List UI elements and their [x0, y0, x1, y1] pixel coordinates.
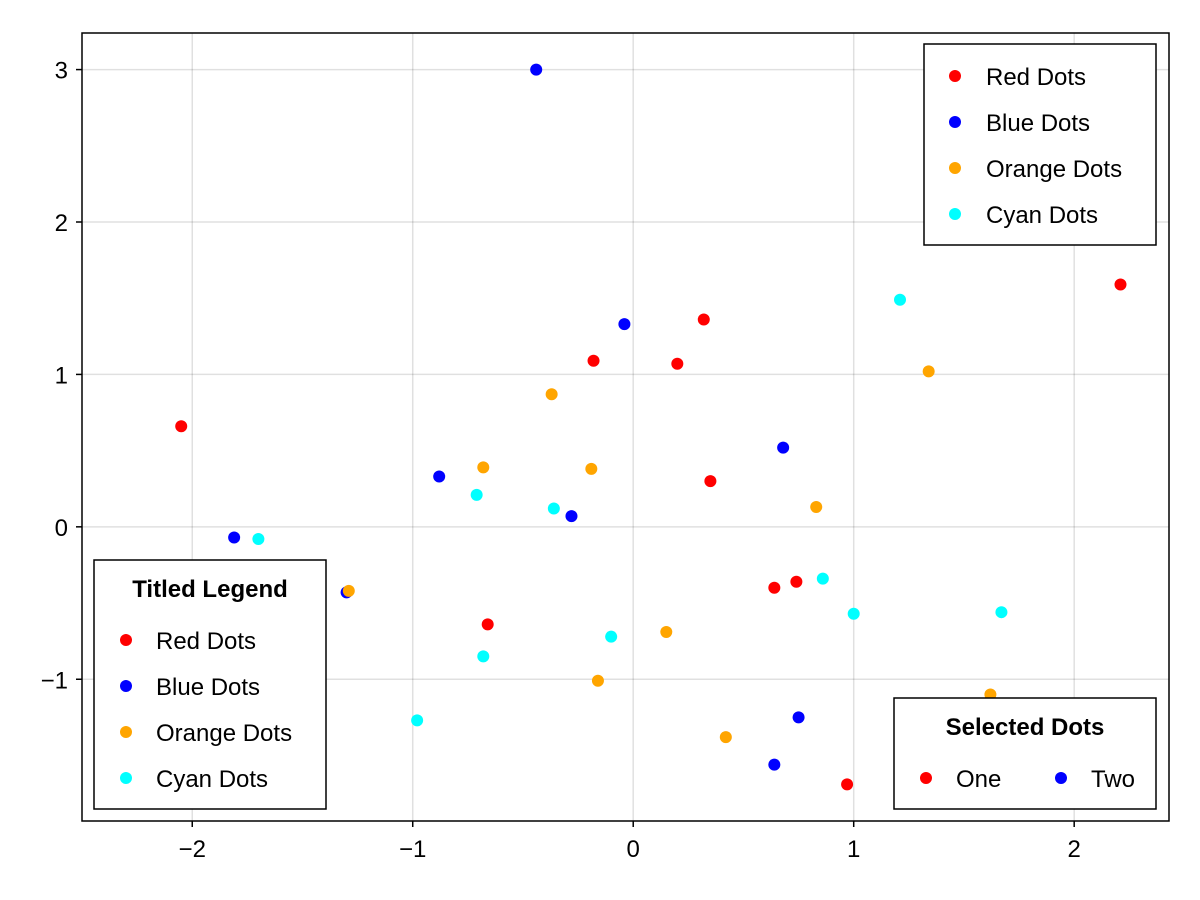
- y-tick-label: −1: [41, 667, 68, 694]
- legend-marker: [920, 772, 932, 784]
- legend-bottom-left: Titled Legend Red Dots Blue Dots Orange …: [93, 559, 327, 810]
- point-orange-dots: [922, 365, 935, 378]
- point-orange-dots: [545, 388, 558, 401]
- legend-bottom-right: Selected Dots One Two: [893, 697, 1157, 810]
- point-red-dots: [768, 581, 781, 594]
- point-blue-dots: [768, 758, 781, 771]
- point-blue-dots: [433, 470, 446, 483]
- legend-marker: [949, 116, 961, 128]
- point-orange-dots: [585, 462, 598, 475]
- legend-marker: [949, 162, 961, 174]
- point-cyan-dots: [816, 572, 829, 585]
- legend-marker: [949, 208, 961, 220]
- point-cyan-dots: [252, 533, 265, 546]
- point-red-dots: [587, 354, 600, 367]
- legend-label: Red Dots: [156, 628, 256, 655]
- point-red-dots: [841, 778, 854, 791]
- point-red-dots: [704, 475, 717, 488]
- point-blue-dots: [792, 711, 805, 724]
- legend-label: Cyan Dots: [986, 202, 1098, 229]
- point-orange-dots: [591, 674, 604, 687]
- point-red-dots: [697, 313, 710, 326]
- legend-label: Orange Dots: [156, 720, 292, 747]
- y-tick-label: 2: [55, 210, 68, 237]
- x-tick-label: −1: [399, 836, 426, 863]
- axis-ticks: −2 −1 0 1 2 −1 0 1 2 3: [41, 58, 1081, 863]
- point-red-dots: [481, 618, 494, 631]
- point-red-dots: [790, 575, 803, 588]
- point-orange-dots: [342, 584, 355, 597]
- point-cyan-dots: [477, 650, 490, 663]
- point-red-dots: [671, 357, 684, 370]
- point-cyan-dots: [995, 606, 1008, 619]
- legend-bottom-left-box: [93, 559, 327, 810]
- legend-label: Orange Dots: [986, 156, 1122, 183]
- legend-title: Selected Dots: [946, 714, 1105, 741]
- point-orange-dots: [719, 731, 732, 744]
- point-cyan-dots: [894, 293, 907, 306]
- legend-label: One: [956, 766, 1001, 793]
- legend-label: Blue Dots: [156, 674, 260, 701]
- point-cyan-dots: [605, 630, 618, 643]
- legend-marker: [120, 772, 132, 784]
- point-blue-dots: [618, 318, 631, 331]
- legend-title: Titled Legend: [132, 576, 288, 603]
- legend-marker: [1055, 772, 1067, 784]
- point-orange-dots: [810, 501, 823, 514]
- y-tick-label: 1: [55, 362, 68, 389]
- legend-top-right-box: [923, 43, 1157, 246]
- legend-marker: [949, 70, 961, 82]
- x-tick-label: 2: [1068, 836, 1081, 863]
- point-blue-dots: [565, 510, 578, 523]
- legend-label: Blue Dots: [986, 110, 1090, 137]
- point-blue-dots: [530, 63, 543, 76]
- legend-marker: [120, 680, 132, 692]
- point-orange-dots: [660, 626, 673, 639]
- point-red-dots: [1114, 278, 1127, 291]
- x-tick-label: 0: [627, 836, 640, 863]
- point-red-dots: [175, 420, 188, 433]
- point-cyan-dots: [470, 488, 483, 501]
- data-points: [175, 63, 1127, 791]
- point-cyan-dots: [547, 502, 560, 515]
- point-cyan-dots: [847, 607, 860, 620]
- y-tick-label: 3: [55, 58, 68, 85]
- plot-area-frame: [81, 32, 1170, 822]
- legend-label: Red Dots: [986, 64, 1086, 91]
- legend-top-right: Red Dots Blue Dots Orange Dots Cyan Dots: [923, 43, 1157, 246]
- x-tick-label: −2: [179, 836, 206, 863]
- legend-marker: [120, 726, 132, 738]
- legend-marker: [120, 634, 132, 646]
- point-blue-dots: [228, 531, 241, 544]
- legend-bottom-right-box: [893, 697, 1157, 810]
- point-orange-dots: [477, 461, 490, 474]
- y-tick-label: 0: [55, 515, 68, 542]
- legend-label: Two: [1091, 766, 1135, 793]
- point-blue-dots: [777, 441, 790, 454]
- x-tick-label: 1: [847, 836, 860, 863]
- point-cyan-dots: [411, 714, 424, 727]
- legend-label: Cyan Dots: [156, 766, 268, 793]
